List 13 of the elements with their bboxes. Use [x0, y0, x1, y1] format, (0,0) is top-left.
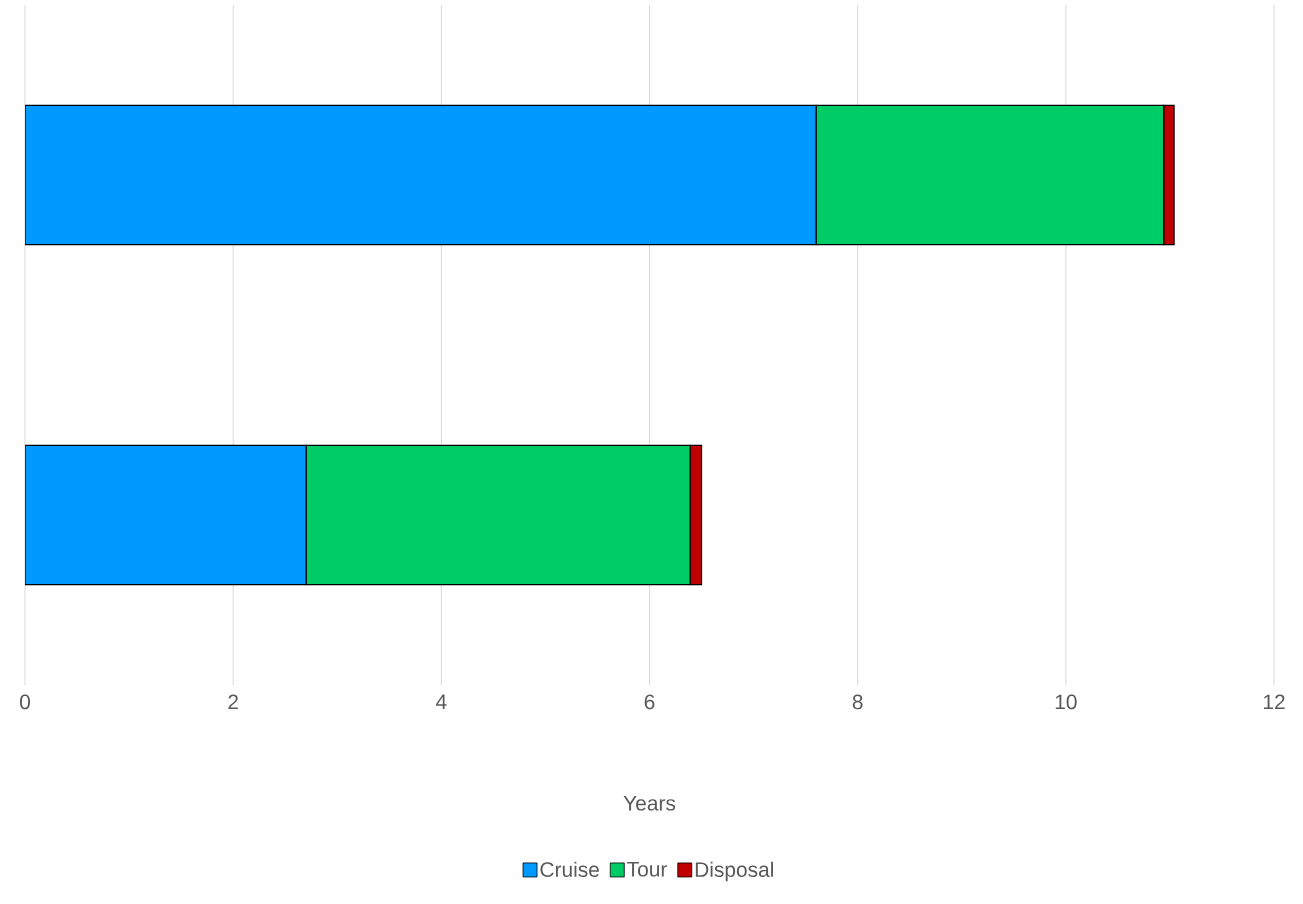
x-tick-label: 8 — [852, 694, 863, 710]
bar — [25, 444, 307, 586]
x-tick-label: 2 — [228, 694, 238, 710]
x-tick-label: 6 — [644, 694, 655, 710]
x-tick-label: 0 — [20, 694, 30, 710]
legend-label: Disposal — [695, 861, 773, 882]
x-tick-label: 12 — [1263, 694, 1285, 710]
bar — [25, 104, 817, 246]
x-tick-label: 10 — [1055, 694, 1077, 710]
x-tick-label: 4 — [436, 694, 447, 709]
x-axis-title: Years — [623, 796, 676, 811]
legend-label: Tour — [627, 862, 668, 877]
legend-label: Cruise — [540, 861, 599, 877]
